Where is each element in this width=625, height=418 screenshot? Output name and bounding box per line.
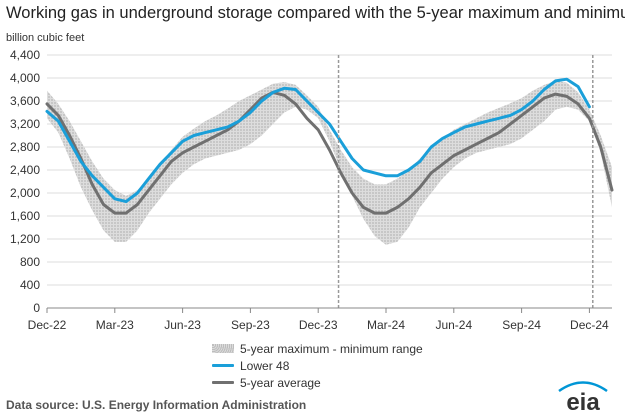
axes: 0 400 800 1,200 1,600 2,000 2,400 2,800 3,200 3,6… bbox=[10, 48, 612, 332]
y-tick-label: 0 bbox=[33, 301, 40, 315]
legend-item-range: 5-year maximum - minimum range bbox=[212, 340, 423, 357]
y-tick-label: 3,200 bbox=[10, 117, 40, 131]
legend-item-lower48: Lower 48 bbox=[212, 357, 423, 374]
gridlines bbox=[47, 54, 612, 286]
y-axis-label: billion cubic feet bbox=[6, 32, 85, 44]
x-tick-label: Jun-24 bbox=[435, 318, 472, 332]
range-band-layer bbox=[47, 80, 612, 245]
legend: 5-year maximum - minimum range Lower 48 … bbox=[212, 340, 423, 391]
x-tick-label: Mar-23 bbox=[96, 318, 134, 332]
legend-swatch-lower48 bbox=[212, 364, 234, 367]
legend-swatch-range bbox=[212, 344, 234, 353]
x-tick-label: Sep-24 bbox=[502, 318, 541, 332]
series-line-5yr-average bbox=[45, 90, 614, 215]
x-tick-label: Dec-24 bbox=[570, 318, 609, 332]
series-line-lower48 bbox=[45, 77, 591, 204]
legend-swatch-avg bbox=[212, 381, 234, 384]
y-tick-label: 2,800 bbox=[10, 140, 40, 154]
legend-label-avg: 5-year average bbox=[240, 375, 321, 390]
data-source: Data source: U.S. Energy Information Adm… bbox=[6, 398, 307, 412]
chart-title: Working gas in underground storage compa… bbox=[6, 4, 625, 22]
y-tick-label: 800 bbox=[20, 255, 40, 269]
legend-label-range: 5-year maximum - minimum range bbox=[240, 341, 423, 356]
y-tick-label: 4,000 bbox=[10, 71, 40, 85]
legend-label-lower48: Lower 48 bbox=[240, 358, 290, 373]
x-tick-label: Jun-23 bbox=[164, 318, 201, 332]
y-tick-label: 3,600 bbox=[10, 94, 40, 108]
eia-logo: eia bbox=[558, 381, 608, 414]
x-tick-label: Mar-24 bbox=[367, 318, 405, 332]
y-tick-label: 2,400 bbox=[10, 163, 40, 177]
y-tick-label: 2,000 bbox=[10, 186, 40, 200]
legend-item-avg: 5-year average bbox=[212, 374, 423, 391]
y-tick-label: 4,400 bbox=[10, 48, 40, 62]
x-tick-label: Dec-22 bbox=[28, 318, 67, 332]
y-tick-label: 400 bbox=[20, 278, 40, 292]
x-tick-label: Sep-23 bbox=[231, 318, 270, 332]
y-tick-label: 1,200 bbox=[10, 232, 40, 246]
logo-text: eia bbox=[566, 389, 600, 414]
logo-arc-icon bbox=[558, 381, 608, 393]
y-tick-label: 1,600 bbox=[10, 209, 40, 223]
series-layer bbox=[45, 77, 614, 215]
x-tick-label: Dec-23 bbox=[299, 318, 338, 332]
range-band bbox=[47, 80, 612, 245]
vertical-markers bbox=[337, 55, 594, 308]
